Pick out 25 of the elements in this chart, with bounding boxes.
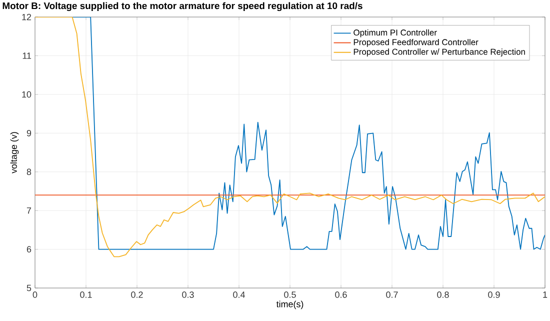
x-tick-label: 0.8 (437, 292, 449, 298)
y-axis-title: voltage (v) (10, 132, 19, 174)
y-tick-label: 8 (26, 168, 32, 176)
x-tick-label: 1 (543, 292, 548, 298)
x-tick-label: 0.6 (335, 292, 347, 298)
y-tick-label: 10 (22, 91, 32, 98)
legend-label: Optimum PI Controller (354, 29, 437, 38)
y-tick-label: 6 (26, 246, 32, 252)
x-tick-label: 0.5 (284, 292, 296, 298)
x-tick-label: 0.2 (131, 292, 143, 298)
x-tick-label: 0.1 (80, 292, 92, 298)
x-tick-label: 0.7 (386, 292, 398, 298)
x-tick-label: 0.9 (488, 292, 500, 298)
x-tick-label: 0 (32, 292, 38, 298)
y-tick-label: 9 (26, 130, 32, 136)
legend-label: Proposed Controller w/ Perturbance Rejection (354, 48, 525, 56)
legend-label: Proposed Feedforward Controller (354, 38, 478, 47)
x-tick-label: 0.4 (233, 292, 245, 298)
y-tick-label: 11 (22, 52, 32, 59)
y-tick-label: 5 (26, 284, 32, 292)
x-axis-title: time(s) (276, 300, 304, 310)
chart-title: Motor B: Voltage supplied to the motor armature for speed regulation at 10 rad/s (2, 2, 362, 12)
y-tick-label: 7 (26, 207, 32, 214)
x-tick-label: 0.3 (182, 292, 194, 298)
y-tick-label: 12 (22, 14, 32, 20)
